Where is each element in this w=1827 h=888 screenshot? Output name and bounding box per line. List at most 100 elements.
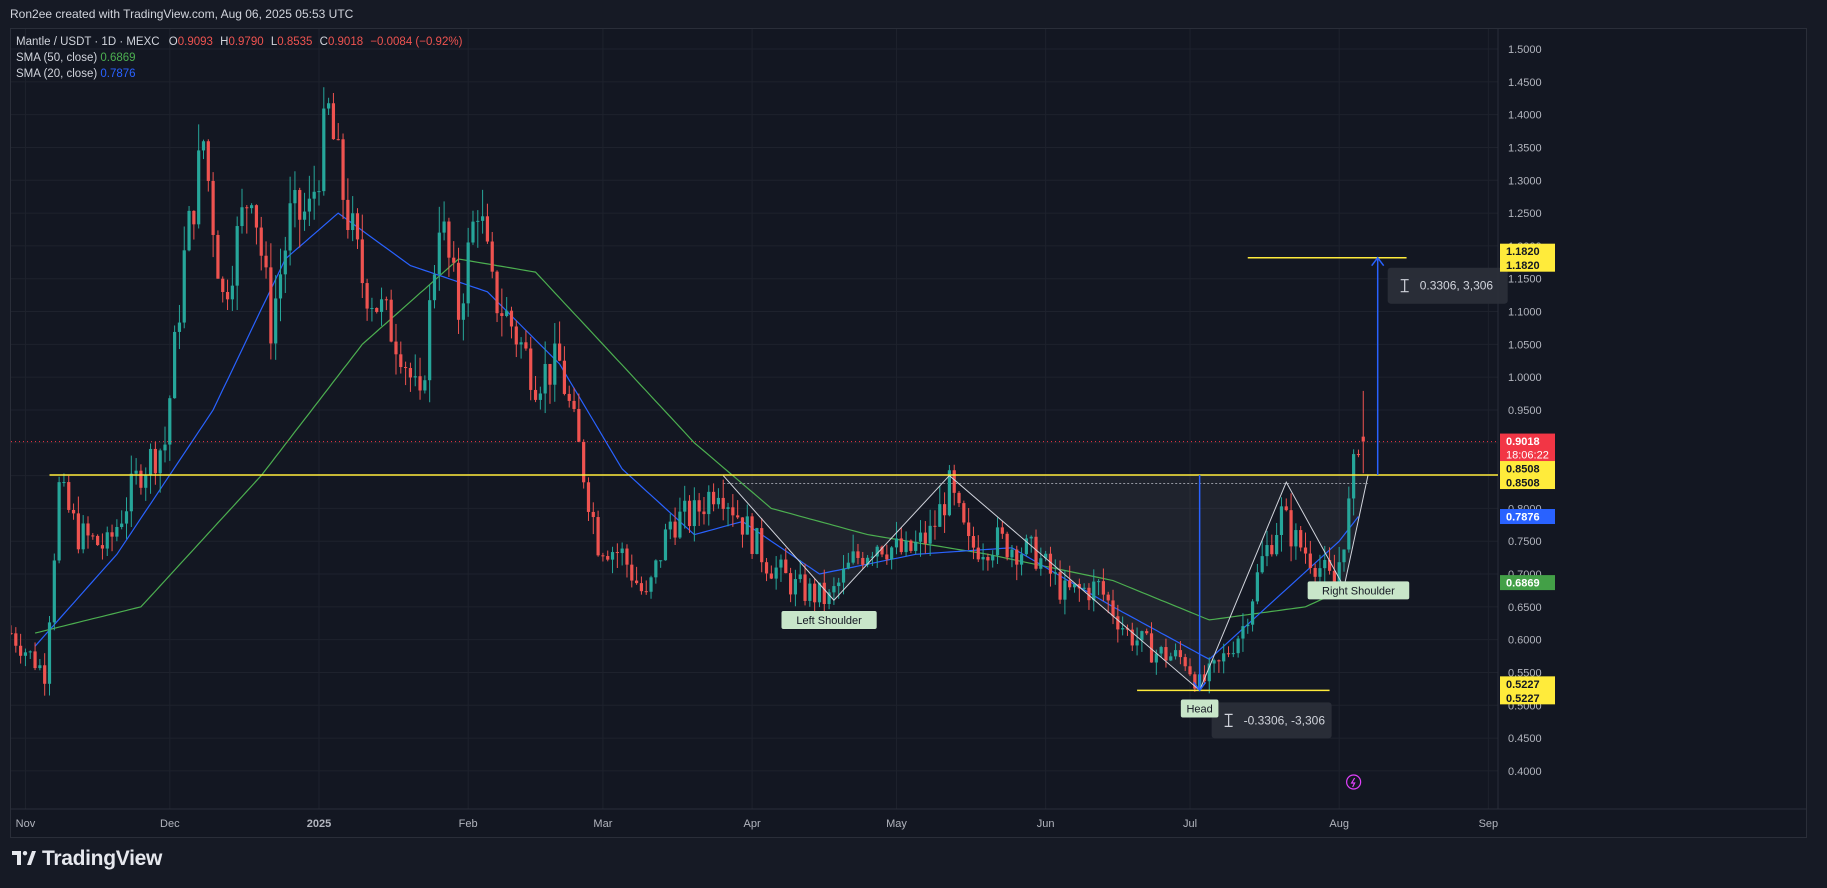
pattern-label-head: Head: [1180, 699, 1219, 718]
candle-body: [105, 532, 109, 549]
x-tick-label: Mar: [593, 818, 612, 830]
candle-body: [173, 331, 177, 399]
y-tick-label: 0.4500: [1508, 733, 1542, 745]
candle-body: [471, 221, 475, 243]
candle-body: [721, 497, 725, 509]
candle-body: [572, 400, 576, 409]
candle-body: [745, 516, 749, 535]
candle-body: [91, 535, 95, 537]
sma50-value: 0.6869: [100, 52, 136, 64]
countdown-text: 18:06:22: [1506, 450, 1549, 462]
candle-body: [726, 507, 730, 509]
candle-body: [524, 342, 528, 349]
candle-body: [803, 574, 807, 601]
candle-body: [938, 504, 942, 527]
candle-body: [1077, 583, 1081, 589]
candle-body: [355, 213, 360, 240]
candle-body: [456, 262, 461, 320]
candle-body: [1019, 554, 1024, 565]
candle-body: [885, 554, 889, 560]
candle-body: [596, 517, 600, 556]
candle-body: [606, 556, 610, 560]
price-chart[interactable]: 1.50001.45001.40001.35001.30001.25001.20…: [11, 29, 1807, 838]
sma50-row[interactable]: SMA (50, close) 0.6869: [16, 50, 462, 66]
x-tick-label: Jun: [1037, 818, 1055, 830]
low-value: 0.8535: [277, 36, 313, 48]
candle-body: [1140, 631, 1144, 641]
candle-body: [981, 557, 985, 560]
candle-body: [19, 645, 23, 656]
candle-body: [1361, 436, 1365, 442]
candle-body: [1101, 581, 1105, 595]
measure-down-box: -0.3306, -3,306: [1211, 702, 1332, 739]
candle-body: [731, 507, 735, 516]
candle-body: [201, 141, 206, 151]
chart-area[interactable]: 1.50001.45001.40001.35001.30001.25001.20…: [10, 28, 1807, 838]
candle-body: [274, 298, 278, 344]
candle-body: [779, 559, 783, 568]
candle-body: [447, 221, 451, 258]
candle-body: [899, 538, 903, 553]
high-label: H: [220, 36, 229, 48]
candle-body: [591, 511, 595, 518]
candle-body: [259, 227, 263, 256]
y-tick-label: 1.3000: [1508, 175, 1542, 187]
candle-body: [1226, 653, 1231, 655]
chart-header: Ron2ee created with TradingView.com, Aug…: [0, 0, 1827, 28]
candle-body: [1039, 558, 1043, 569]
candle-body: [11, 633, 13, 635]
candle-body: [558, 343, 562, 361]
y-tick-label: 1.1500: [1508, 274, 1542, 286]
candle-body: [1231, 653, 1235, 655]
pattern-label-bg: [1307, 581, 1410, 600]
candle-body: [235, 226, 239, 286]
candle-body: [663, 529, 668, 561]
candle-body: [379, 299, 384, 312]
price-axis-label: [1500, 433, 1555, 462]
candle-body: [1000, 527, 1004, 534]
x-tick-label: Aug: [1329, 818, 1349, 830]
candle-body: [1154, 653, 1158, 663]
candle-body: [370, 307, 374, 309]
candle-body: [813, 583, 817, 603]
candle-body: [1111, 600, 1115, 617]
candle-body: [1342, 549, 1346, 563]
candle-body: [148, 448, 153, 476]
price-axis-label: [1500, 461, 1555, 490]
footer-bar: [0, 838, 1827, 888]
candle-body: [129, 473, 133, 512]
lightning-glyph: [1350, 777, 1356, 788]
candle-body: [692, 500, 696, 527]
candle-body: [1284, 506, 1288, 511]
candle-body: [1318, 568, 1322, 577]
candle-body: [38, 665, 42, 669]
price-axis-text: 0.8508: [1506, 464, 1540, 476]
candle-body: [817, 582, 822, 603]
tradingview-logo[interactable]: TradingView: [12, 847, 162, 871]
high-value: 0.9790: [228, 36, 264, 48]
candle-body: [1279, 506, 1284, 535]
candle-body: [466, 242, 470, 304]
candle-body: [47, 622, 52, 684]
candle-body: [1024, 538, 1028, 555]
candle-body: [514, 326, 518, 345]
candle-body: [798, 574, 802, 580]
candle-body: [659, 560, 663, 562]
candle-body: [1313, 567, 1317, 577]
candle-body: [1121, 628, 1125, 630]
candle-body: [1265, 545, 1269, 557]
candle-body: [1308, 553, 1312, 568]
candle-body: [957, 492, 961, 504]
candle-body: [312, 191, 316, 199]
sma20-row[interactable]: SMA (20, close) 0.7876: [16, 66, 462, 82]
candle-body: [740, 517, 745, 535]
candle-body: [736, 515, 740, 518]
candle-body: [634, 580, 639, 584]
candle-body: [375, 307, 379, 312]
measure-up-box: 0.3306, 3,306: [1387, 267, 1508, 304]
candle-body: [880, 546, 884, 555]
candle-body: [538, 393, 542, 400]
y-tick-label: 0.7500: [1508, 536, 1542, 548]
candle-body: [1294, 530, 1298, 547]
candle-body: [793, 579, 798, 595]
